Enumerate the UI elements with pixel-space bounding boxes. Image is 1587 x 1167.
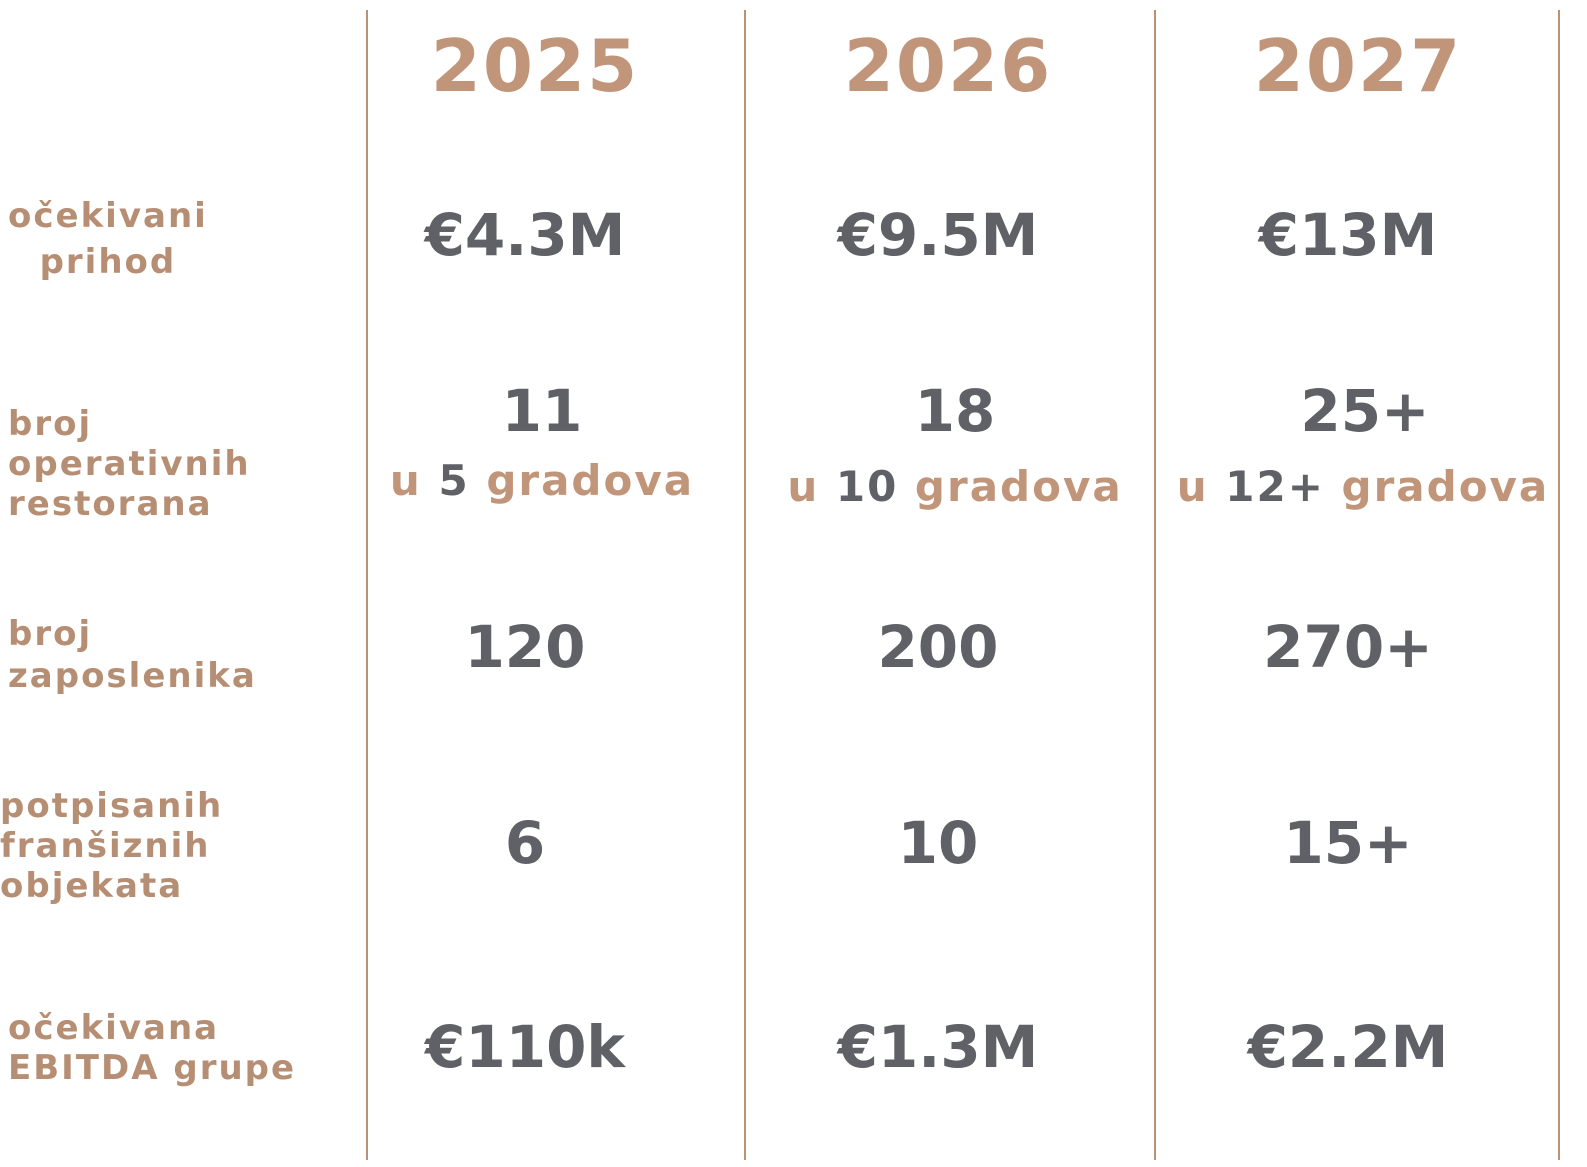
column-divider-4 [1558, 10, 1560, 1160]
column-divider-2 [744, 10, 746, 1160]
ebitda-2026: €1.3M [837, 1013, 1039, 1081]
row-label-line: objekata [0, 866, 184, 906]
row-label-line: EBITDA grupe [8, 1048, 297, 1088]
franchises-2026: 10 [897, 809, 979, 877]
row-label-line: očekivana [8, 1008, 220, 1048]
row-label-line: prihod [39, 242, 177, 282]
cities-prefix: u [787, 462, 820, 511]
year-header-2025: 2025 [430, 24, 640, 108]
cities-count: 5 [438, 456, 470, 505]
revenue-2025: €4.3M [424, 201, 626, 269]
cities-prefix: u [389, 456, 422, 505]
cities-prefix: u [1176, 462, 1209, 511]
cities-suffix: gradova [1341, 462, 1550, 511]
employees-2026: 200 [877, 613, 999, 681]
cities-count: 12+ [1225, 462, 1325, 511]
row-label-revenue: očekivani prihod [8, 196, 208, 282]
row-label-line: broj [8, 404, 93, 444]
row-label-line: franšiznih [0, 826, 211, 866]
cities-suffix: gradova [486, 456, 695, 505]
revenue-2026: €9.5M [837, 201, 1039, 269]
row-label-ebitda: očekivana EBITDA grupe [8, 1008, 296, 1088]
employees-2025: 120 [464, 613, 586, 681]
row-label-line: očekivani [8, 196, 208, 236]
restaurants-2025: 11 [501, 377, 583, 445]
restaurants-2027: 25+ [1300, 377, 1430, 445]
row-label-line: broj [8, 614, 93, 654]
revenue-2027: €13M [1258, 201, 1438, 269]
column-divider-1 [366, 10, 368, 1160]
cities-suffix: gradova [914, 462, 1123, 511]
franchises-2025: 6 [504, 809, 546, 877]
franchises-2027: 15+ [1283, 809, 1413, 877]
column-divider-3 [1154, 10, 1156, 1160]
row-label-employees: broj zaposlenika [8, 614, 257, 696]
row-label-line: potpisanih [0, 786, 224, 826]
cities-2026: u 10 gradova [755, 462, 1155, 512]
cities-count: 10 [835, 462, 899, 511]
year-header-2026: 2026 [843, 24, 1053, 108]
row-label-line: restorana [8, 484, 213, 524]
year-header-2027: 2027 [1253, 24, 1463, 108]
ebitda-2025: €110k [425, 1013, 625, 1081]
employees-2027: 270+ [1263, 613, 1433, 681]
row-label-franchises: potpisanih franšiznih objekata [0, 786, 223, 906]
row-label-restaurants: broj operativnih restorana [8, 404, 251, 524]
row-label-line: zaposlenika [8, 656, 257, 696]
cities-2025: u 5 gradova [342, 456, 742, 506]
ebitda-2027: €2.2M [1247, 1013, 1449, 1081]
cities-2027: u 12+ gradova [1163, 462, 1563, 512]
restaurants-2026: 18 [914, 377, 996, 445]
row-label-line: operativnih [8, 444, 251, 484]
